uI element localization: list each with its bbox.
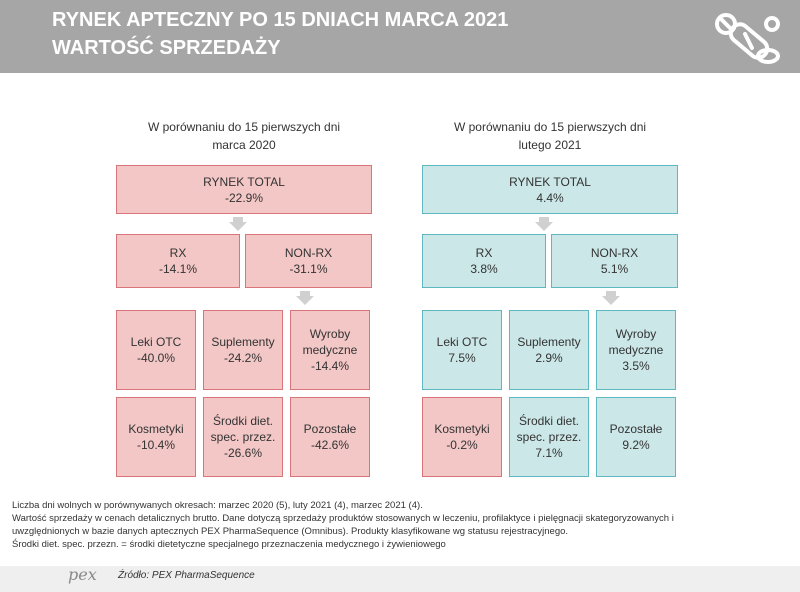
box-label: RX — [169, 246, 187, 260]
box-value: 2.9% — [535, 351, 563, 365]
right-suplementy-box: Suplementy 2.9% — [509, 310, 589, 390]
source-note: Źródło: PEX PharmaSequence — [118, 570, 255, 581]
left-subtitle-line2: marca 2020 — [212, 138, 276, 152]
left-leki-otc-box: Leki OTC -40.0% — [116, 310, 196, 390]
right-leki-otc-box: Leki OTC 7.5% — [422, 310, 502, 390]
left-suplementy-box: Suplementy -24.2% — [203, 310, 283, 390]
left-srodki-box: Środki diet. spec. przez. -26.6% — [203, 397, 283, 477]
box-value: -14.1% — [158, 262, 198, 276]
box-label: NON-RX — [284, 246, 333, 260]
box-value: 7.5% — [448, 351, 476, 365]
box-value: -40.0% — [136, 351, 176, 365]
box-label: Kosmetyki — [128, 422, 184, 436]
footnotes: Liczba dni wolnych w porównywanych okres… — [12, 499, 792, 551]
box-value: -26.6% — [223, 446, 263, 460]
box-label: Środki diet. — [518, 414, 580, 428]
box-label: Pozostałe — [609, 422, 663, 436]
box-label: medyczne — [302, 343, 358, 357]
footnote-line: uwzględnionych w bazie danych aptecznych… — [12, 526, 569, 537]
box-value: -22.9% — [224, 190, 264, 205]
page-title: RYNEK APTECZNY PO 15 DNIACH MARCA 2021 — [52, 9, 509, 31]
page-subtitle: WARTOŚĆ SPRZEDAŻY — [52, 37, 281, 59]
box-value: 9.2% — [622, 438, 650, 452]
arrow-down-icon — [229, 217, 247, 231]
box-value: 3.8% — [470, 262, 498, 276]
footer-bar — [0, 566, 800, 592]
box-label: medyczne — [608, 343, 664, 357]
right-nonrx-box: NON-RX 5.1% — [551, 234, 678, 288]
right-pozostale-box: Pozostałe 9.2% — [596, 397, 676, 477]
left-nonrx-box: NON-RX -31.1% — [245, 234, 372, 288]
right-rx-box: RX 3.8% — [422, 234, 546, 288]
box-value: -31.1% — [289, 262, 328, 276]
right-total-box: RYNEK TOTAL 4.4% — [422, 165, 678, 214]
box-label: Leki OTC — [436, 335, 488, 349]
box-value: 4.4% — [536, 190, 564, 205]
right-subtitle-line1: W porównaniu do 15 pierwszych dni — [453, 120, 647, 134]
box-label: Wyroby — [615, 327, 657, 341]
box-value: 7.1% — [535, 446, 563, 460]
box-value: 3.5% — [622, 359, 650, 373]
box-value: 5.1% — [600, 262, 629, 276]
footnote-line: Środki diet. spec. przezn. = środki diet… — [12, 539, 446, 550]
right-wyroby-box: Wyroby medyczne 3.5% — [596, 310, 676, 390]
box-label: RYNEK TOTAL — [509, 174, 591, 189]
box-label: Kosmetyki — [434, 422, 490, 436]
box-label: RX — [475, 246, 493, 260]
box-label: Wyroby — [309, 327, 351, 341]
box-value: -0.2% — [446, 438, 478, 452]
arrow-down-icon — [296, 291, 314, 305]
box-value: -14.4% — [310, 359, 350, 373]
box-value: -10.4% — [136, 438, 176, 452]
box-value: -42.6% — [310, 438, 350, 452]
box-value: -24.2% — [223, 351, 263, 365]
box-label: spec. przez. — [516, 430, 582, 444]
left-total-box: RYNEK TOTAL -22.9% — [116, 165, 372, 214]
pex-logo: pex — [68, 565, 97, 584]
box-label: Suplementy — [211, 335, 275, 349]
right-subtitle-line2: lutego 2021 — [518, 138, 582, 152]
pills-icon — [715, 13, 780, 64]
left-wyroby-box: Wyroby medyczne -14.4% — [290, 310, 370, 390]
box-label: Leki OTC — [130, 335, 182, 349]
box-label: NON-RX — [590, 246, 639, 260]
box-label: Pozostałe — [303, 422, 357, 436]
left-subtitle-line1: W porównaniu do 15 pierwszych dni — [147, 120, 341, 134]
right-srodki-box: Środki diet. spec. przez. 7.1% — [509, 397, 589, 477]
right-subtitle: W porównaniu do 15 pierwszych dni lutego… — [430, 118, 670, 154]
left-rx-box: RX -14.1% — [116, 234, 240, 288]
arrow-down-icon — [602, 291, 620, 305]
left-kosmetyki-box: Kosmetyki -10.4% — [116, 397, 196, 477]
footnote-line: Liczba dni wolnych w porównywanych okres… — [12, 500, 423, 511]
box-label: Środki diet. — [212, 414, 274, 428]
left-pozostale-box: Pozostałe -42.6% — [290, 397, 370, 477]
left-subtitle: W porównaniu do 15 pierwszych dni marca … — [124, 118, 364, 154]
footnote-line: Wartość sprzedaży w cenach detalicznych … — [12, 513, 674, 524]
header-banner — [0, 0, 800, 73]
right-kosmetyki-box: Kosmetyki -0.2% — [422, 397, 502, 477]
arrow-down-icon — [535, 217, 553, 231]
box-label: RYNEK TOTAL — [203, 174, 285, 189]
box-label: spec. przez. — [210, 430, 276, 444]
box-label: Suplementy — [517, 335, 581, 349]
